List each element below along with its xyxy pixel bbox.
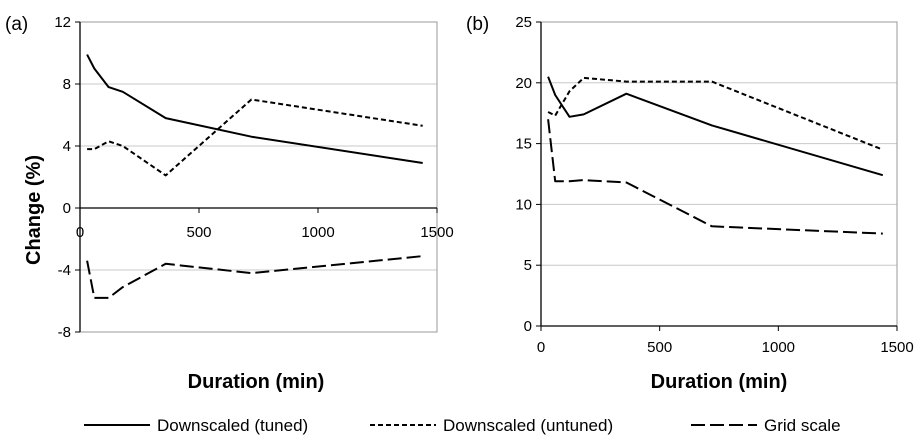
panel-b-series-lines [547,76,884,235]
panel-b-y-tick-labels: 0 5 10 15 20 25 [515,14,532,335]
panel-b-y-tick-label: 0 [524,318,532,335]
panel-b-gridlines [541,21,897,327]
panel-b-series-grid-scale [547,119,883,235]
panel-a-series-lines [86,54,423,299]
legend-label-downscaled-tuned: Downscaled (tuned) [157,416,308,435]
panel-b-y-tick-label: 20 [515,75,532,92]
panel-a-x-axis-title: Duration (min) [188,371,325,393]
panel-a-y-tick-label: -4 [58,262,71,279]
panel-b-y-tick-label: 10 [515,196,532,213]
panel-a-series-downscaled-untuned [87,98,423,177]
panel-b-series-downscaled-untuned [547,76,884,151]
panel-a-x-tick-label: 1000 [301,224,334,241]
panel-a-y-tick-labels: -8 -4 0 4 8 12 [54,14,71,341]
panel-a-y-tick-label: 12 [54,14,71,31]
panel-b-y-tick-label: 25 [515,14,532,31]
panel-a-label: (a) [5,14,28,35]
panel-a-axes [75,21,438,333]
panel-b-x-tick-label: 500 [647,339,672,356]
panel-b-y-tick-label: 15 [515,136,532,153]
panel-a-series-grid-scale [86,255,423,299]
panel-b-x-axis-title: Duration (min) [651,371,788,393]
panel-b-series-downscaled-tuned [547,76,884,177]
panel-a-y-tick-label: 0 [63,200,71,217]
panel-a-plot-frame [79,21,438,333]
legend-label-grid-scale: Grid scale [764,416,841,435]
panel-b-chart: (b) 0 5 10 15 20 25 0 500 1000 1500 Duration (mi… [466,14,914,393]
panel-a-y-tick-label: 8 [63,76,71,93]
legend: Downscaled (tuned) Downscaled (untuned) … [84,416,841,435]
panel-b-x-tick-label: 1500 [880,339,913,356]
panel-a-y-tick-label: -8 [58,324,71,341]
panel-a-y-tick-label: 4 [63,138,71,155]
panel-a-gridlines [80,21,437,333]
panel-a-chart: (a) -8 -4 0 4 8 12 0 500 1000 1500 Change (%) Du… [5,14,454,393]
panel-b-axes [536,21,898,331]
panel-b-label: (b) [466,14,489,35]
panel-a-x-tick-labels: 0 500 1000 1500 [76,224,454,241]
panel-b-x-tick-label: 0 [537,339,545,356]
panel-b-x-tick-labels: 0 500 1000 1500 [537,339,914,356]
panel-a-x-tick-label: 500 [186,224,211,241]
panel-b-x-tick-label: 1000 [762,339,795,356]
panel-a-series-downscaled-tuned [86,54,423,164]
panel-b-y-tick-label: 5 [524,257,532,274]
panel-a-x-tick-label: 0 [76,224,84,241]
panel-b-plot-frame [540,21,898,327]
panel-a-y-axis-title: Change (%) [23,155,45,265]
panel-a-x-tick-label: 1500 [420,224,453,241]
legend-label-downscaled-untuned: Downscaled (untuned) [443,416,613,435]
